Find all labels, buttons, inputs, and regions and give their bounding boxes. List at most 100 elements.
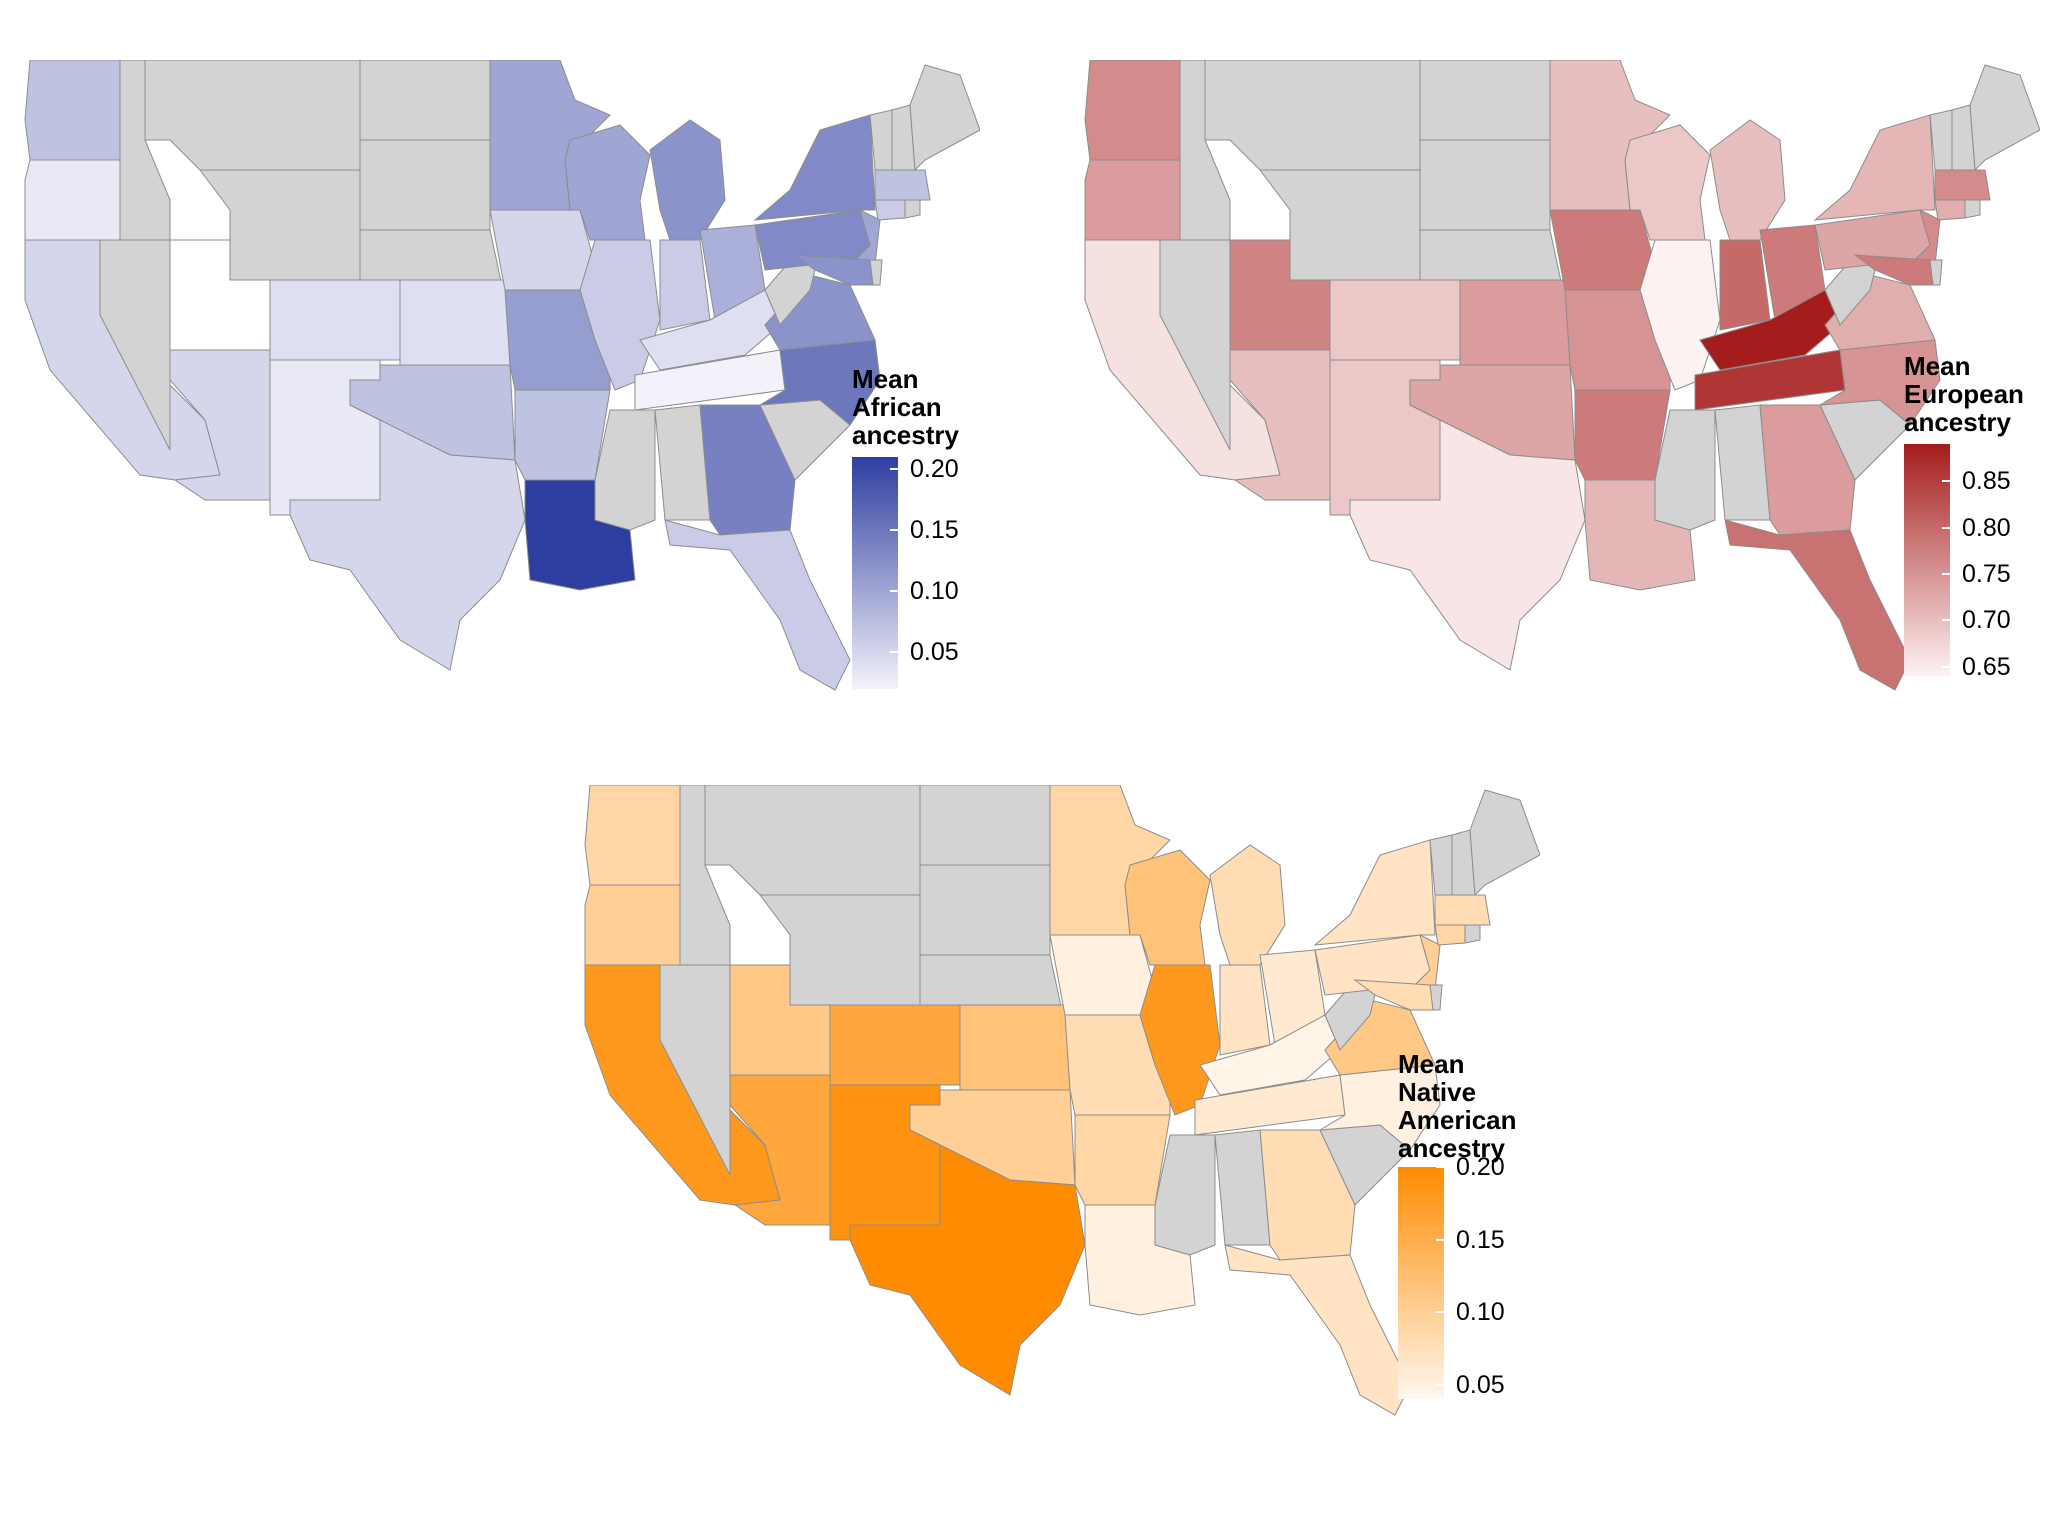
state-nd [1419,60,1551,141]
map-panel-native-american [580,785,1540,1425]
legend-tick-label: 0.20 [910,455,959,484]
legend-tick-label: 0.15 [1456,1225,1505,1254]
state-or [584,884,681,966]
state-ri [904,199,921,219]
legend-title-line2: European [1904,379,2024,409]
state-me [1969,64,2040,172]
legend-title-line4: ancestry [1398,1133,1505,1163]
state-ny [1313,839,1436,946]
state-sd [1419,139,1551,231]
legend-tick-mark [1942,480,1950,483]
state-ri [1464,924,1481,944]
state-ri [1964,199,1981,219]
state-nc [1319,1064,1441,1151]
state-me [909,64,980,172]
state-nd [359,60,491,141]
state-ar [1074,1114,1171,1206]
state-co [1329,279,1461,361]
state-ny [1813,114,1936,221]
legend-tick-label: 0.10 [1456,1298,1505,1326]
state-mi [1709,119,1786,241]
legend-tick-label: 0.65 [1962,652,2011,681]
state-ma [1434,894,1491,926]
state-co [269,279,401,361]
map-panel-african [20,60,980,700]
legend-tick-mark [890,651,898,654]
legend-title-line1: Mean [852,364,919,394]
state-mt [1204,60,1421,171]
legend-tick-label: 0.75 [1962,559,2011,588]
state-ia [1049,934,1156,1016]
state-ma [874,169,931,201]
legend-tick-label: 0.05 [1456,1370,1505,1399]
legend-tick-label: 0.20 [1456,1153,1505,1181]
state-ma [1934,169,1991,201]
state-fl [664,519,851,691]
state-tx [849,1129,1086,1396]
state-nv [1159,239,1231,451]
state-me [1469,789,1540,897]
map-native-american [584,785,1540,1416]
state-mt [704,785,921,896]
legend-tick-label: 0.70 [1962,606,2011,635]
state-wa [24,60,121,161]
state-wa [1084,60,1181,161]
state-de [1429,984,1443,1011]
state-ct [1434,924,1466,946]
legend-colorbar [852,457,898,689]
state-de [1929,259,1943,286]
state-vt [1929,109,1953,171]
legend-tick-label: 0.05 [910,638,959,667]
map-african [24,60,980,691]
map-panel-european [1080,60,2040,700]
state-vt [869,109,893,171]
state-ny [753,114,876,221]
state-tx [289,404,526,671]
legend-colorbar [1904,444,1950,676]
legend-tick-mark [1436,1166,1444,1168]
legend-tick-mark [890,468,898,471]
state-md [793,254,876,286]
state-co [829,1004,961,1086]
state-in [659,239,711,331]
legend-native-american: Mean Native American ancestry 0.20 0.15 0.… [1398,1049,1517,1399]
state-ia [1549,209,1656,291]
state-wa [584,785,681,886]
state-mt [144,60,361,171]
legend-tick-mark [1436,1238,1444,1241]
legend-tick-label: 0.80 [1962,513,2011,542]
legend-tick-label: 0.15 [910,516,959,545]
state-nc [759,339,881,426]
legend-title-line1: Mean [1398,1049,1465,1079]
legend-tick-mark [1942,526,1950,529]
state-nc [1819,339,1941,426]
map-european [1084,60,2040,691]
state-il [1139,964,1221,1116]
state-mi [1209,844,1286,966]
legend-title-line3: ancestry [852,420,959,450]
state-in [1719,239,1771,331]
legend-title-line1: Mean [1904,351,1971,381]
state-ar [1574,389,1671,481]
state-or [1084,159,1181,241]
state-ks [399,279,511,366]
state-ct [874,199,906,221]
legend-tick-label: 0.85 [1962,467,2011,496]
legend-tick-mark [1942,665,1950,668]
legend-tick-mark [1942,572,1950,575]
legend-title-line3: American [1398,1105,1517,1135]
legend-african: Mean African ancestry 0.20 0.15 0.10 0.05 [852,364,959,689]
legend-title-line2: African [852,392,942,422]
state-ct [1934,199,1966,221]
state-vt [1429,834,1453,896]
state-or [24,159,121,241]
state-md [1853,254,1936,286]
legend-european: Mean European ancestry 0.85 0.80 0.75 0.70 0… [1904,351,2024,679]
state-ks [1459,279,1571,366]
state-de [869,259,883,286]
legend-tick-label: 0.10 [910,577,959,606]
legend-tick-mark [1942,619,1950,622]
state-nd [919,785,1051,866]
state-il [579,239,661,391]
state-mi [649,119,726,241]
